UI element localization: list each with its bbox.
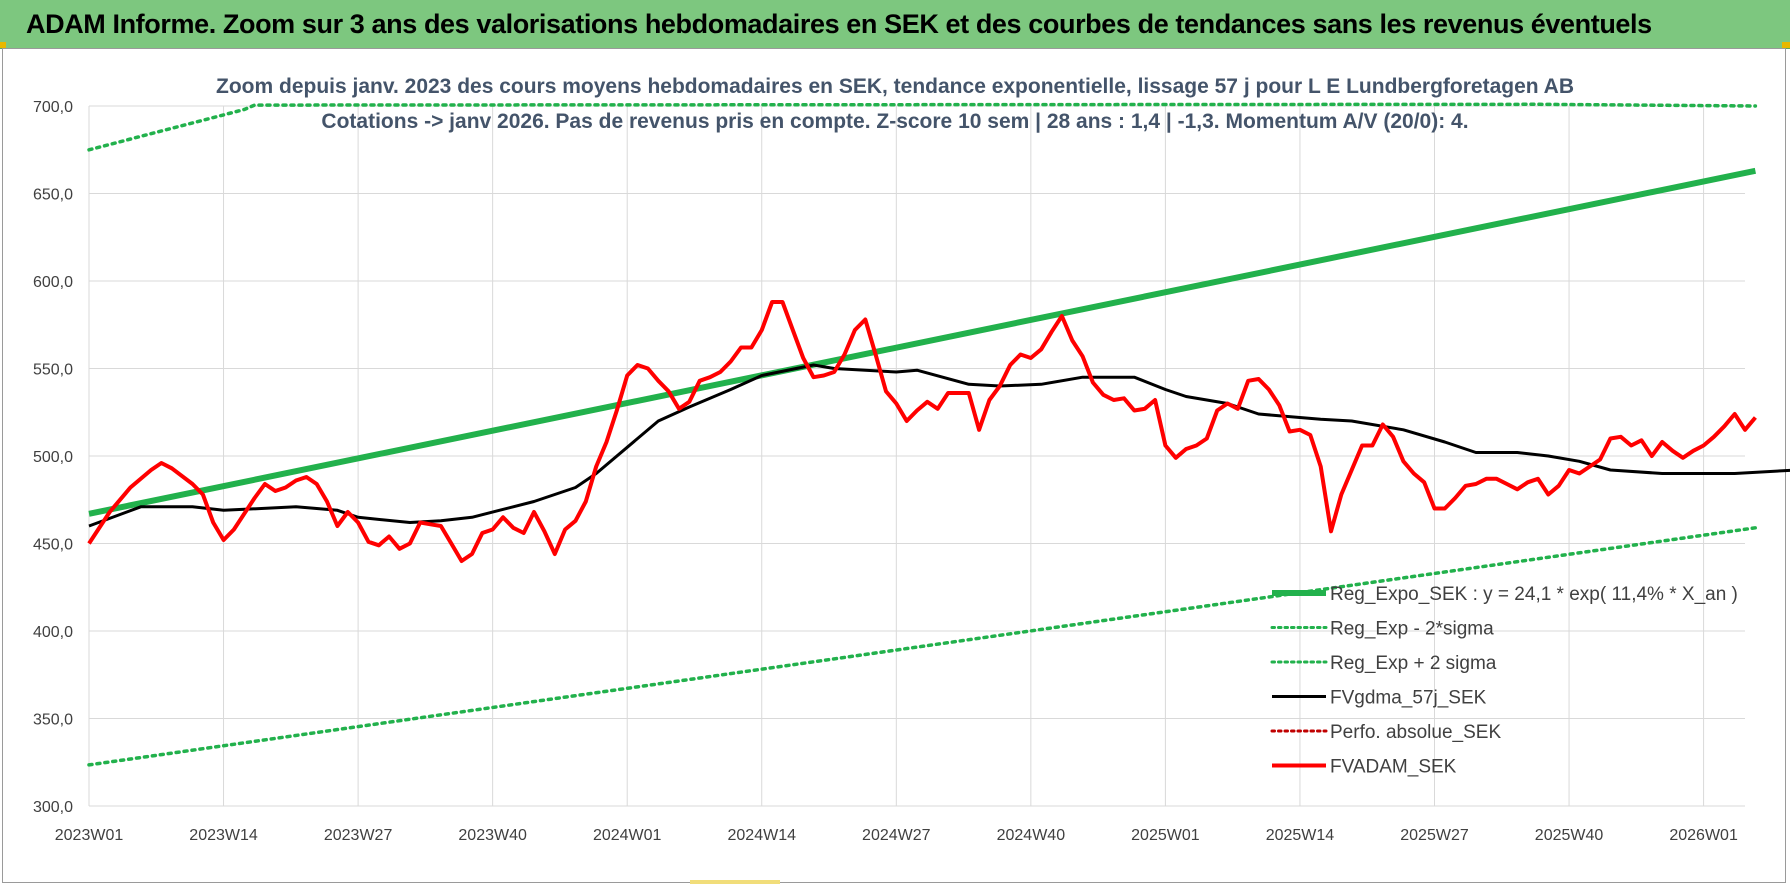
- legend-label: Reg_Exp + 2 sigma: [1330, 653, 1497, 674]
- series-line-5: [87, 300, 1757, 563]
- legend-label: Reg_Exp - 2*sigma: [1330, 619, 1494, 640]
- x-tick-label: 2026W01: [1669, 827, 1738, 844]
- x-tick-label: 2023W27: [324, 827, 393, 844]
- chart-title-line1: Zoom depuis janv. 2023 des cours moyens …: [216, 75, 1574, 98]
- corner-marker-bottom: [690, 880, 780, 884]
- corner-marker-right: [1782, 42, 1790, 48]
- x-tick-label: 2024W27: [862, 827, 931, 844]
- chart-frame: [2, 48, 1786, 883]
- y-tick-label: 650,0: [33, 187, 73, 204]
- legend-label: Perfo. absolue_SEK: [1330, 722, 1501, 743]
- y-tick-label: 700,0: [33, 99, 73, 116]
- x-tick-label: 2024W40: [997, 827, 1066, 844]
- corner-marker-left: [0, 42, 6, 48]
- legend-label: FVADAM_SEK: [1330, 757, 1457, 778]
- x-axis-labels: 2023W01 2023W14 2023W27 2023W40 2024W01 2024W…: [55, 827, 1738, 844]
- series-line-3: [88, 363, 1790, 528]
- series-line-1: [87, 526, 1758, 767]
- x-tick-label: 2023W14: [189, 827, 258, 844]
- series-line-0: [88, 167, 1757, 517]
- x-tick-label: 2025W40: [1535, 827, 1604, 844]
- x-tick-label: 2025W27: [1400, 827, 1469, 844]
- y-tick-label: 450,0: [33, 537, 73, 554]
- x-tick-label: 2023W40: [458, 827, 527, 844]
- y-tick-label: 500,0: [33, 449, 73, 466]
- y-tick-label: 400,0: [33, 624, 73, 641]
- x-tick-label: 2023W01: [55, 827, 124, 844]
- x-tick-label: 2025W14: [1266, 827, 1335, 844]
- legend-label: FVgdma_57j_SEK: [1330, 688, 1487, 709]
- x-tick-label: 2024W14: [728, 827, 797, 844]
- title-banner: ADAM Informe. Zoom sur 3 ans des valoris…: [0, 0, 1790, 49]
- gridlines: [88, 105, 1745, 807]
- legend-label: Reg_Expo_SEK : y = 24,1 * exp( 11,4% * X…: [1330, 584, 1738, 605]
- y-axis-labels: 700,0 650,0 600,0 550,0 500,0 450,0 400,0 350,0…: [33, 99, 73, 816]
- y-tick-label: 300,0: [33, 799, 73, 816]
- y-tick-label: 350,0: [33, 712, 73, 729]
- y-tick-label: 600,0: [33, 274, 73, 291]
- legend: Reg_Expo_SEK : y = 24,1 * exp( 11,4% * X…: [1270, 584, 1738, 778]
- series-lines: [87, 102, 1790, 767]
- y-tick-label: 550,0: [33, 362, 73, 379]
- x-tick-label: 2025W01: [1131, 827, 1200, 844]
- page-title: ADAM Informe. Zoom sur 3 ans des valoris…: [26, 9, 1652, 39]
- series-line-2: [87, 102, 1758, 152]
- chart-title-line2: Cotations -> janv 2026. Pas de revenus p…: [321, 110, 1468, 133]
- x-tick-label: 2024W01: [593, 827, 662, 844]
